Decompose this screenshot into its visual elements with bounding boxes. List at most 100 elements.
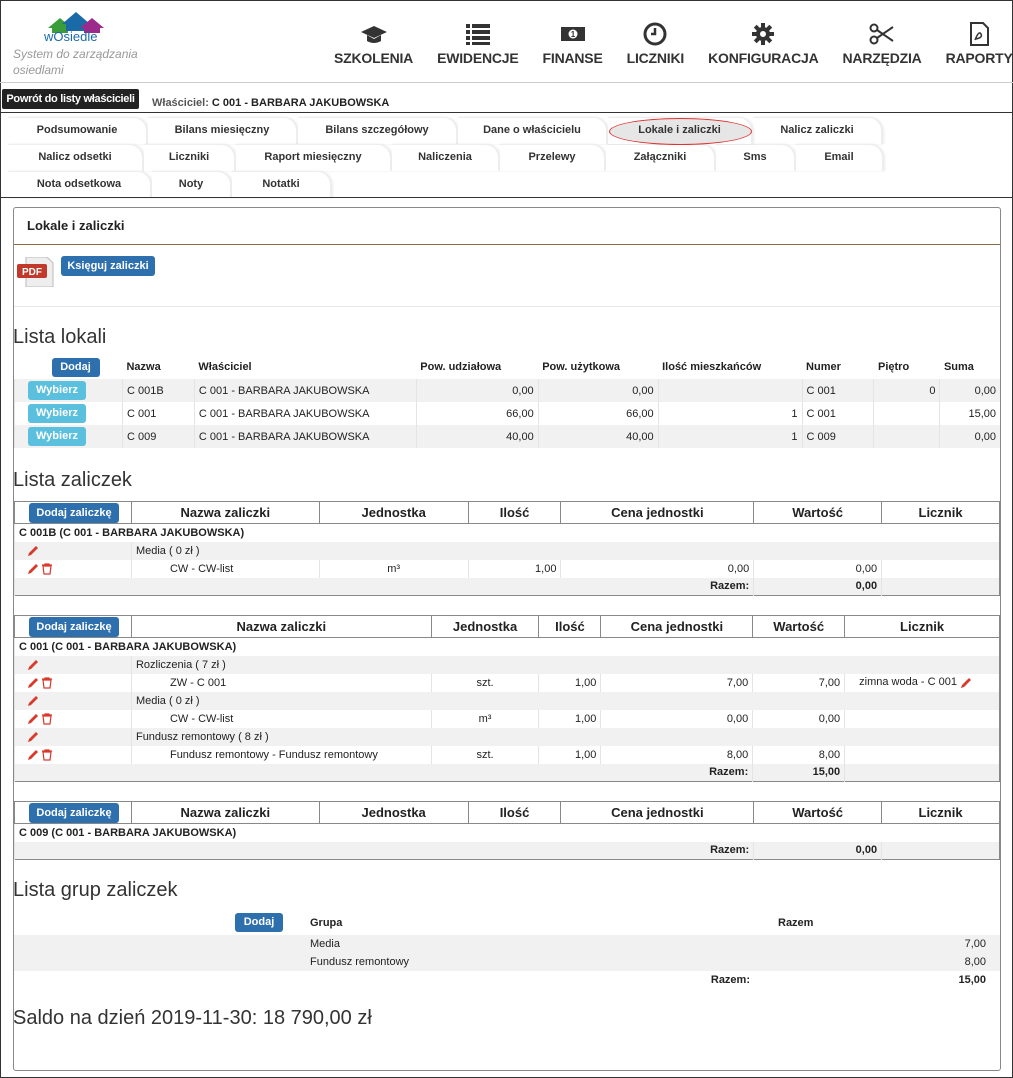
owner-value: C 001 - BARBARA JAKUBOWSKA bbox=[211, 97, 390, 109]
col-header: Nazwa zaliczki bbox=[130, 501, 320, 524]
money-icon: 1 bbox=[560, 27, 585, 41]
trash-icon[interactable] bbox=[41, 676, 53, 689]
nav-label: NARZĘDZIA bbox=[842, 50, 922, 66]
add-advance-button[interactable]: Dodaj zaliczkę bbox=[29, 802, 119, 823]
edit-icon[interactable] bbox=[27, 677, 39, 689]
cell: 0,00 bbox=[752, 709, 845, 728]
tab-zalaczniki[interactable]: Załączniki bbox=[606, 144, 716, 171]
tab-bilans-szczegolowy[interactable]: Bilans szczegółowy bbox=[298, 117, 458, 144]
cell: C 001 bbox=[801, 402, 874, 425]
brand-tagline: System do zarządzania osiedlami bbox=[13, 47, 138, 77]
col-header: Jednostka bbox=[318, 501, 469, 524]
cell bbox=[881, 559, 1000, 578]
add-advance-button[interactable]: Dodaj zaliczkę bbox=[29, 616, 119, 637]
cell: C 009 bbox=[121, 425, 195, 448]
col-header: Właściciel bbox=[198, 361, 252, 373]
col-header: Nazwa bbox=[126, 361, 161, 373]
tab-naliczenia[interactable]: Naliczenia bbox=[392, 144, 500, 171]
edit-icon[interactable] bbox=[27, 563, 39, 575]
col-header: Numer bbox=[806, 361, 841, 373]
cell: 7,00 bbox=[752, 673, 845, 692]
cell: 15,00 bbox=[939, 402, 1000, 425]
edit-icon[interactable] bbox=[27, 731, 39, 743]
nav-raporty[interactable]: RAPORTY bbox=[946, 22, 1013, 68]
nav-szkolenia[interactable]: SZKOLENIA bbox=[334, 22, 413, 68]
category-label: Media ( 0 zł ) bbox=[130, 691, 1000, 710]
category-row: Fundusz remontowy ( 8 zł ) bbox=[14, 727, 1000, 746]
tab-notatki[interactable]: Notatki bbox=[232, 171, 332, 198]
tab-przelewy[interactable]: Przelewy bbox=[500, 144, 606, 171]
select-lokal-button[interactable]: Wybierz bbox=[28, 381, 86, 400]
cell: Media bbox=[296, 935, 764, 953]
nav-label: SZKOLENIA bbox=[334, 50, 414, 66]
cell bbox=[657, 379, 803, 402]
tab-lokale-i-zaliczki[interactable]: Lokale i zaliczki bbox=[608, 117, 753, 145]
nav-ewidencje[interactable]: EWIDENCJE bbox=[437, 22, 519, 68]
total-row: Razem: 15,00 bbox=[14, 971, 1000, 989]
tab-raport-miesieczny[interactable]: Raport miesięczny bbox=[236, 144, 392, 171]
table-row: Wybierz C 001B C 001 - BARBARA JAKUBOWSK… bbox=[14, 379, 1000, 402]
add-group-button[interactable]: Dodaj bbox=[235, 913, 283, 932]
nav-narzedzia[interactable]: NARZĘDZIA bbox=[843, 22, 922, 68]
logo bbox=[48, 12, 104, 33]
tab-sms[interactable]: Sms bbox=[716, 144, 796, 171]
tab-bilans-miesieczny[interactable]: Bilans miesięczny bbox=[148, 117, 298, 144]
pdf-icon[interactable]: PDF bbox=[17, 257, 55, 287]
col-header: Cena jednostki bbox=[560, 801, 755, 824]
col-header: Razem bbox=[778, 916, 814, 929]
cell: 0,00 bbox=[560, 559, 754, 578]
back-to-owners-button[interactable]: Powrót do listy właścicieli bbox=[2, 89, 139, 109]
col-header: Ilość bbox=[538, 615, 602, 638]
cell: 1,00 bbox=[538, 673, 601, 692]
nav-konfiguracja[interactable]: KONFIGURACJA bbox=[708, 22, 819, 68]
tab-nalicz-zaliczki[interactable]: Nalicz zaliczki bbox=[753, 117, 883, 144]
trash-icon[interactable] bbox=[41, 712, 53, 725]
col-header: Pow. udziałowa bbox=[420, 361, 502, 373]
nav-label: RAPORTY bbox=[945, 50, 1013, 66]
cell: szt. bbox=[430, 673, 539, 692]
col-header: Cena jednostki bbox=[560, 501, 755, 524]
add-advance-button[interactable]: Dodaj zaliczkę bbox=[29, 502, 119, 523]
add-lokal-button[interactable]: Dodaj bbox=[51, 357, 100, 377]
tab-dane-o-wlascicielu[interactable]: Dane o właścicielu bbox=[458, 117, 608, 144]
edit-icon[interactable] bbox=[27, 695, 39, 707]
tab-nota-odsetkowa[interactable]: Nota odsetkowa bbox=[8, 171, 152, 198]
total-label: Razem: bbox=[13, 577, 754, 596]
table-row: Wybierz C 009 C 001 - BARBARA JAKUBOWSKA… bbox=[14, 425, 1000, 448]
svg-text:1: 1 bbox=[570, 30, 575, 39]
grupy-table: Dodaj Grupa Razem Media 7,00 Fundusz rem… bbox=[14, 910, 1000, 989]
edit-icon[interactable] bbox=[27, 713, 39, 725]
select-lokal-button[interactable]: Wybierz bbox=[28, 427, 86, 446]
tab-noty[interactable]: Noty bbox=[152, 171, 232, 198]
trash-icon[interactable] bbox=[41, 748, 53, 761]
tab-liczniki[interactable]: Liczniki bbox=[144, 144, 236, 171]
select-lokal-button[interactable]: Wybierz bbox=[28, 404, 86, 423]
edit-icon[interactable] bbox=[27, 749, 39, 761]
nav-finanse[interactable]: 1 FINANSE bbox=[543, 22, 603, 68]
nav-liczniki[interactable]: LICZNIKI bbox=[627, 22, 684, 68]
tab-email[interactable]: Email bbox=[796, 144, 884, 171]
edit-icon[interactable] bbox=[27, 545, 39, 557]
cell: 8,00 bbox=[600, 745, 753, 764]
table-row: ZW - C 001 szt. 1,00 7,00 7,00 zimna wod… bbox=[14, 673, 1000, 692]
gear-icon bbox=[752, 23, 775, 45]
tab-nalicz-odsetki[interactable]: Nalicz odsetki bbox=[8, 144, 144, 171]
book-advances-button[interactable]: Księguj zaliczki bbox=[61, 256, 155, 276]
cell: 1,00 bbox=[538, 709, 601, 728]
edit-icon[interactable] bbox=[27, 659, 39, 671]
cell: C 001 - BARBARA JAKUBOWSKA bbox=[193, 402, 417, 425]
table-row: Fundusz remontowy - Fundusz remontowy sz… bbox=[14, 745, 1000, 764]
total-label: Razem: bbox=[13, 841, 754, 860]
grupy-section-title: Lista grup zaliczek bbox=[13, 879, 178, 901]
cell: Fundusz remontowy - Fundusz remontowy bbox=[130, 745, 432, 764]
col-header: Licznik bbox=[844, 615, 1000, 638]
group-row: C 001B (C 001 - BARBARA JAKUBOWSKA) bbox=[14, 523, 1000, 542]
cell: 66,00 bbox=[537, 402, 659, 425]
col-header: Licznik bbox=[881, 801, 1000, 824]
tab-podsumowanie[interactable]: Podsumowanie bbox=[8, 117, 148, 144]
lokale-header-row: Dodaj Nazwa Właściciel Pow. udziałowa Po… bbox=[15, 355, 1001, 379]
cell bbox=[873, 402, 940, 425]
edit-meter-icon[interactable] bbox=[960, 677, 972, 689]
category-row: Media ( 0 zł ) bbox=[14, 541, 1000, 560]
trash-icon[interactable] bbox=[41, 562, 53, 575]
